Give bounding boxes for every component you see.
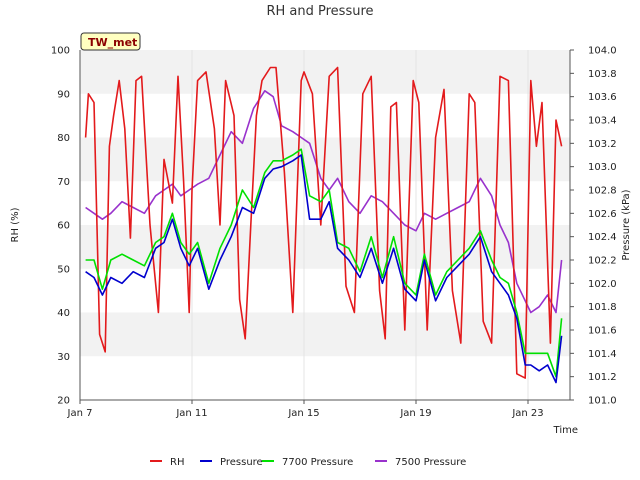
y-left-tick-label: 100: [51, 46, 70, 57]
y-right-tick-label: 103.4: [588, 116, 617, 127]
y-left-tick-label: 40: [57, 308, 70, 319]
y-left-tick-label: 80: [57, 133, 70, 144]
y-left-tick-label: 90: [57, 89, 70, 100]
x-tick-label: Jan 23: [511, 408, 543, 419]
chart-title: RH and Pressure: [266, 4, 373, 19]
y-left-tick-label: 60: [57, 221, 70, 232]
y-right-tick-label: 103.2: [588, 139, 617, 150]
y-right-tick-label: 101.6: [588, 326, 617, 337]
x-axis-label: Time: [553, 425, 578, 436]
series-line-pressure: [85, 154, 563, 384]
y-right-tick-label: 101.4: [588, 349, 617, 360]
axes-layer: 20 30 40 50 60 70 80 90 100 101.0 101.2 101.4 101.6 1…: [51, 46, 617, 420]
x-tick-label: Jan 15: [287, 408, 319, 419]
series-line-rh: [84, 66, 563, 379]
y-right-tick-label: 101.8: [588, 302, 617, 313]
legend: RH Pressure 7700 Pressure 7500 Pressure: [150, 457, 466, 468]
grid-band: [80, 50, 570, 94]
y-right-tick-label: 102.6: [588, 209, 617, 220]
y-right-tick-label: 101.2: [588, 372, 617, 383]
station-badge: TW_met: [80, 32, 141, 51]
y-right-tick-label: 104.0: [588, 46, 617, 57]
legend-label: RH: [170, 457, 184, 468]
y-right-tick-label: 103.0: [588, 162, 617, 173]
y-right-tick-label: 103.6: [588, 92, 617, 103]
x-tick-label: Jan 11: [175, 408, 207, 419]
y-left-tick-label: 30: [57, 352, 70, 363]
y-right-tick-label: 102.4: [588, 232, 617, 243]
series-line-7500-pressure: [85, 90, 563, 314]
y-right-tick-label: 102.2: [588, 256, 617, 267]
legend-label: 7700 Pressure: [282, 457, 353, 468]
y-right-tick-label: 102.8: [588, 186, 617, 197]
legend-label: 7500 Pressure: [395, 457, 466, 468]
x-tick-label: Jan 7: [67, 408, 93, 419]
y-right-tick-label: 103.8: [588, 69, 617, 80]
x-tick-label: Jan 19: [399, 408, 431, 419]
y-axis-right-label: Pressure (kPa): [621, 189, 632, 260]
y-right-tick-label: 102.0: [588, 279, 617, 290]
y-axis-left-label: RH (%): [10, 207, 21, 242]
station-badge-label: TW_met: [88, 36, 137, 49]
y-right-tick-label: 101.0: [588, 396, 617, 407]
series-line-7700-pressure: [85, 148, 563, 378]
series-layer: [84, 66, 563, 384]
legend-label: Pressure: [220, 457, 263, 468]
y-left-tick-label: 70: [57, 177, 70, 188]
grid-band: [80, 312, 570, 357]
y-left-tick-label: 50: [57, 264, 70, 275]
y-left-tick-label: 20: [57, 396, 70, 407]
station-badge-box: [80, 32, 141, 51]
